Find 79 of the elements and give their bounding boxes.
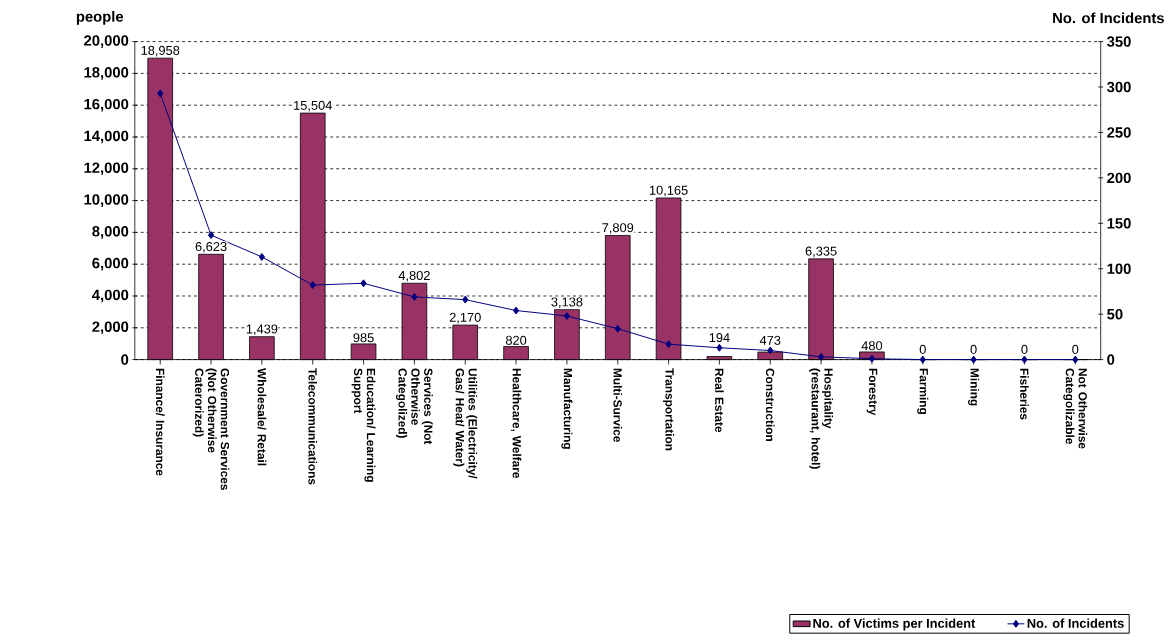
point	[258, 253, 265, 261]
y-tick-label: 10,000	[84, 194, 129, 207]
y2-tick-label: 50	[1107, 308, 1123, 320]
point	[614, 324, 621, 333]
data-label: 7,809	[602, 223, 634, 234]
point	[512, 306, 520, 315]
data-label: 6,623	[195, 242, 227, 253]
point	[970, 355, 977, 364]
x-tick-label: Finance/ Insurance	[155, 368, 165, 476]
point	[1021, 355, 1028, 364]
y2-tick-label: 300	[1107, 81, 1131, 93]
data-label: 18,958	[141, 45, 180, 57]
data-label: 473	[759, 335, 781, 345]
x-tick-label: Government Services (Not Otherwise Caterorized)	[192, 368, 230, 491]
y-tick-label: 20,000	[84, 35, 129, 48]
y2-tick-label: 250	[1107, 127, 1131, 138]
y-tick-label: 2,000	[92, 321, 129, 335]
y-tick-label: 4,000	[92, 289, 129, 303]
data-label: 0	[970, 344, 977, 354]
point	[919, 355, 926, 364]
x-tick-label: Farming	[917, 368, 929, 414]
x-tick-label: Utilities (Electricity/ Gas/ Heat/ Water)	[453, 368, 478, 479]
point	[157, 89, 164, 98]
x-tick-label: Services (Not Otherwise Categolized)	[396, 368, 433, 445]
data-label: 2,170	[449, 312, 481, 324]
x-tick-label: Education/ Learning Support	[351, 368, 376, 482]
point	[563, 312, 571, 320]
y2-axis-title: No. of Incidents	[1053, 12, 1164, 24]
data-label: 0	[1072, 344, 1079, 354]
data-label: 985	[353, 333, 374, 343]
x-tick-label: Manufacturing	[561, 368, 573, 449]
y-tick-label: 16,000	[84, 98, 129, 112]
x-tick-label: Hospitality (restaurant, hotel)	[809, 368, 834, 469]
x-tick-label: Transportation	[663, 368, 675, 451]
point	[360, 279, 367, 288]
y-tick-label: 12,000	[84, 162, 129, 176]
point	[817, 352, 825, 361]
data-label: 194	[709, 333, 730, 343]
data-label: 0	[919, 344, 926, 354]
point	[462, 295, 469, 304]
point	[411, 292, 418, 301]
legend-label: No. of Victims per Incident	[813, 618, 976, 631]
x-tick-label: Telecommunications	[308, 368, 318, 485]
x-tick-label: Real Estate	[715, 368, 724, 433]
data-label: 15,504	[294, 100, 332, 112]
x-tick-label: Mining	[968, 368, 980, 406]
point	[309, 281, 316, 290]
y-tick-label: 18,000	[84, 67, 129, 80]
y-tick-label: 14,000	[84, 130, 129, 144]
data-label: 0	[1021, 344, 1028, 354]
y-tick-label: 6,000	[92, 257, 129, 271]
data-label: 820	[505, 335, 527, 345]
x-tick-label: Not Otherwise Categolizable	[1063, 368, 1088, 449]
x-tick-label: Healthcare, Welfare	[510, 368, 522, 479]
data-label: 4,802	[398, 271, 430, 282]
data-label: 6,335	[805, 246, 837, 258]
legend-label: No. of Incidents	[1027, 618, 1124, 628]
point	[665, 340, 672, 349]
y2-tick-label: 350	[1107, 36, 1131, 47]
y2-tick-label: 100	[1107, 263, 1131, 275]
x-tick-label: Multi-Survice	[613, 368, 623, 443]
x-tick-label: Forestry	[866, 368, 878, 416]
y2-tick-label: 0	[1107, 354, 1115, 365]
point	[767, 346, 774, 355]
y-tick-label: 8,000	[92, 226, 129, 239]
point	[1072, 355, 1079, 364]
data-label: 10,165	[649, 185, 688, 197]
data-label: 3,138	[551, 297, 583, 309]
y-axis-title: people	[76, 10, 124, 25]
y2-tick-label: 200	[1107, 172, 1131, 184]
x-tick-label: Wholesale/ Retail	[257, 368, 267, 466]
point	[716, 343, 723, 352]
y2-tick-label: 150	[1107, 218, 1131, 229]
data-label: 480	[861, 341, 883, 351]
y-tick-label: 0	[121, 354, 129, 365]
x-tick-label: Construction	[765, 368, 775, 442]
point	[207, 231, 215, 240]
x-tick-label: Fisheries	[1020, 368, 1029, 420]
data-label: 1,439	[246, 324, 278, 336]
